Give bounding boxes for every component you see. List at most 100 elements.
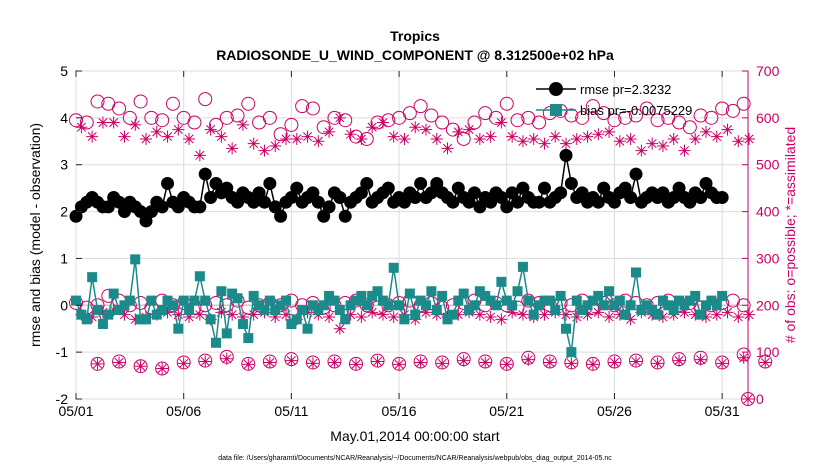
possible-obs-marker [295, 99, 310, 114]
bias-point [313, 304, 324, 315]
possible-obs-marker [187, 115, 202, 130]
asterisk-strokes [549, 130, 562, 143]
bias-point [593, 290, 604, 301]
assimilated-obs-marker [193, 308, 206, 321]
bias-point [496, 276, 507, 287]
asterisk-strokes [710, 308, 723, 321]
asterisk-strokes [129, 118, 142, 131]
rmse-point [467, 186, 481, 200]
assimilated-obs-marker [420, 306, 432, 319]
bias-point [404, 288, 415, 299]
possible-obs-marker [639, 101, 654, 116]
asterisk-strokes [694, 353, 707, 366]
asterisk-strokes [366, 121, 379, 134]
asterisk-strokes [96, 116, 109, 129]
assimilated-obs-marker [651, 357, 664, 370]
bias-point [167, 300, 178, 311]
asterisk-strokes [312, 135, 325, 148]
assimilated-obs-marker [366, 121, 379, 134]
asterisk-strokes [161, 130, 174, 143]
assimilated-obs-marker [673, 354, 686, 367]
assimilated-obs-marker [743, 308, 756, 321]
assimilated-obs-marker [463, 123, 476, 136]
bias-point [437, 290, 448, 301]
asterisk-strokes [263, 356, 276, 369]
possible-obs-marker [273, 127, 288, 142]
asterisk-strokes [613, 308, 626, 321]
possible-obs-marker [165, 96, 180, 111]
asterisk-strokes [177, 357, 190, 370]
asterisk-strokes [586, 358, 599, 371]
assimilated-obs-marker [700, 125, 712, 138]
possible-obs-marker [79, 115, 94, 130]
possible-obs-marker [230, 108, 245, 123]
asterisk-strokes [721, 306, 734, 319]
assimilated-obs-marker [269, 311, 282, 323]
assimilated-obs-marker [107, 303, 120, 316]
asterisk-strokes [140, 132, 152, 145]
assimilated-obs-marker [393, 358, 406, 371]
bias-point [297, 304, 308, 315]
asterisk-strokes [624, 132, 637, 145]
bias-point [523, 295, 534, 306]
possible-obs-marker [725, 103, 740, 118]
bias-point [157, 304, 168, 315]
bias-point [652, 309, 663, 320]
bias-point [324, 290, 335, 301]
assimilated-obs-marker [398, 132, 411, 145]
bias-point [119, 300, 130, 311]
asterisk-strokes [759, 356, 772, 369]
bias-point [507, 300, 518, 311]
possible-obs-marker [704, 110, 719, 125]
possible-obs-marker [618, 110, 633, 125]
bias-point [582, 300, 593, 311]
asterisk-strokes [344, 308, 357, 321]
possible-obs-marker [349, 129, 363, 144]
assimilated-obs-marker [344, 308, 357, 321]
asterisk-strokes [134, 360, 147, 373]
assimilated-obs-marker [613, 308, 626, 321]
assimilated-obs-marker [646, 137, 659, 150]
asterisk-strokes [500, 358, 513, 371]
asterisk-strokes [323, 125, 336, 138]
assimilated-obs-marker [96, 306, 109, 319]
y-right-tick-label: 0 [756, 391, 764, 407]
bias-point [135, 314, 146, 325]
bias-point [345, 300, 356, 311]
assimilated-obs-marker [269, 139, 282, 152]
asterisk-strokes [581, 130, 594, 143]
asterisk-strokes [280, 308, 292, 321]
asterisk-strokes [689, 308, 702, 321]
asterisk-strokes [516, 135, 529, 148]
bias-point [259, 304, 270, 315]
assimilated-obs-marker [161, 130, 174, 143]
y-left-tick-label: 1 [60, 250, 68, 266]
assimilated-obs-marker [549, 130, 562, 143]
asterisk-strokes [457, 354, 470, 367]
rmse-point [381, 181, 395, 195]
possible-obs-marker [284, 117, 299, 132]
assimilated-obs-marker [516, 308, 529, 321]
bias-point [491, 300, 501, 311]
y-left-tick-label: -2 [56, 391, 69, 407]
asterisk-strokes [118, 308, 131, 321]
assimilated-obs-marker [630, 355, 642, 368]
asterisk-strokes [570, 311, 583, 323]
assimilated-obs-marker [452, 308, 465, 321]
bias-point [539, 295, 550, 306]
assimilated-obs-marker [193, 149, 206, 162]
x-tick-label: 05/06 [166, 403, 201, 419]
asterisk-strokes [506, 306, 519, 319]
assimilated-obs-marker [527, 132, 540, 145]
asterisk-strokes [387, 130, 400, 143]
y-left-tick-label: 3 [60, 157, 68, 173]
asterisk-strokes [183, 132, 196, 145]
asterisk-strokes [678, 144, 691, 157]
legend-rmse-label: rmse pr=2.3232 [580, 82, 671, 97]
possible-obs-marker [349, 356, 363, 371]
assimilated-obs-marker [96, 116, 109, 129]
assimilated-obs-marker [172, 123, 185, 136]
possible-obs-marker [682, 120, 697, 135]
bias-point [103, 309, 114, 320]
asterisk-strokes [323, 311, 336, 323]
